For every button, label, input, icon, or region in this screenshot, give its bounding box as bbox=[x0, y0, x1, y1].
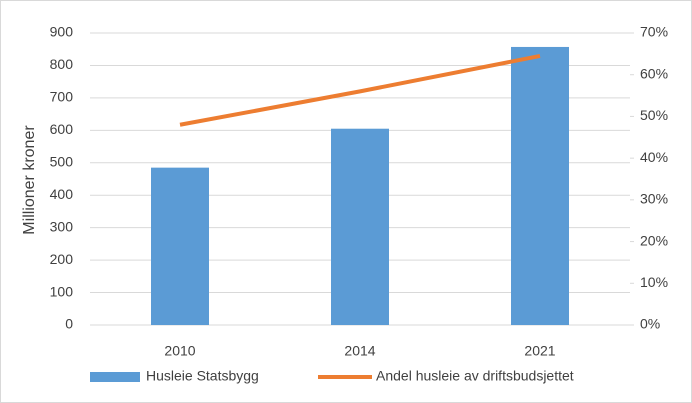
legend-swatch bbox=[90, 372, 140, 382]
bar bbox=[511, 46, 569, 325]
x-tick-label: 2014 bbox=[344, 343, 375, 359]
bar bbox=[331, 128, 389, 325]
x-tick-label: 2010 bbox=[164, 343, 195, 359]
y-tick-label: 800 bbox=[50, 56, 74, 72]
legend-label: Husleie Statsbygg bbox=[146, 368, 259, 384]
y2-tick-label: 40% bbox=[640, 149, 668, 165]
y2-tick-label: 30% bbox=[640, 191, 668, 207]
y-tick-label: 600 bbox=[50, 121, 74, 137]
x-tick-label: 2021 bbox=[524, 343, 555, 359]
y-tick-label: 500 bbox=[50, 153, 74, 169]
y2-tick-label: 0% bbox=[640, 316, 660, 332]
y-axis-label: Millioner kroner bbox=[21, 125, 38, 235]
y2-tick-label: 20% bbox=[640, 232, 668, 248]
y2-tick-label: 50% bbox=[640, 107, 668, 123]
line bbox=[179, 53, 541, 127]
bar bbox=[151, 167, 209, 325]
y2-tick-label: 10% bbox=[640, 274, 668, 290]
y-tick-label: 100 bbox=[50, 283, 74, 299]
y-tick-label: 300 bbox=[50, 218, 74, 234]
y-tick-label: 400 bbox=[50, 186, 74, 202]
legend-label: Andel husleie av driftsbudsjettet bbox=[376, 368, 574, 384]
y2-tick-label: 60% bbox=[640, 65, 668, 81]
y-tick-label: 200 bbox=[50, 251, 74, 267]
y-tick-label: 700 bbox=[50, 89, 74, 105]
y-tick-label: 900 bbox=[50, 24, 74, 40]
y-tick-label: 0 bbox=[65, 316, 73, 332]
y2-tick-label: 70% bbox=[640, 24, 668, 40]
